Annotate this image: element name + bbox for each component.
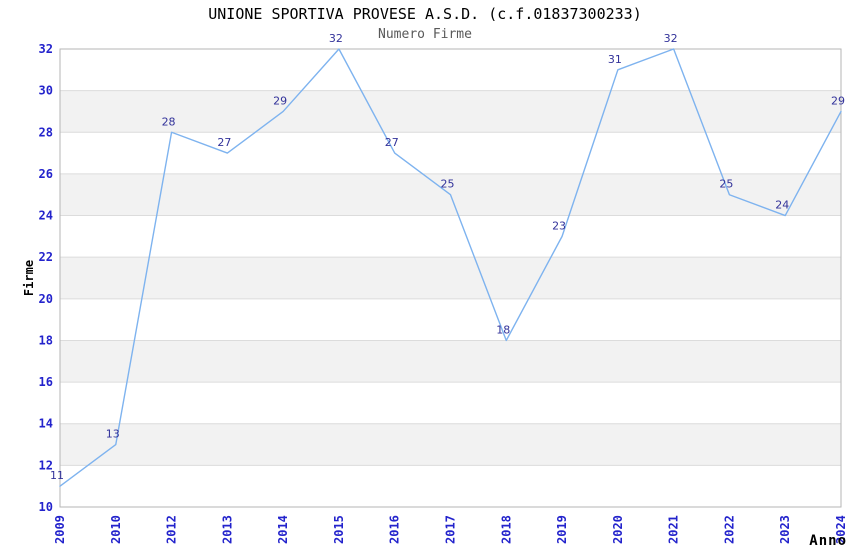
y-axis-title: Firme xyxy=(22,260,36,296)
point-label: 24 xyxy=(775,199,789,212)
y-tick-label: 10 xyxy=(39,500,53,514)
x-tick-label: 2022 xyxy=(722,515,736,544)
x-tick-label: 2023 xyxy=(778,515,792,544)
point-label: 11 xyxy=(50,469,64,482)
x-tick-label: 2014 xyxy=(276,515,290,544)
y-tick-label: 22 xyxy=(39,250,53,264)
point-label: 25 xyxy=(719,178,733,191)
point-label: 23 xyxy=(552,219,566,232)
point-label: 18 xyxy=(496,323,510,336)
y-tick-label: 12 xyxy=(39,458,53,472)
x-tick-label: 2024 xyxy=(834,515,848,544)
point-label: 29 xyxy=(831,94,845,107)
y-tick-label: 16 xyxy=(39,375,53,389)
x-tick-label: 2016 xyxy=(388,515,402,544)
point-label: 13 xyxy=(106,428,120,441)
chart-subtitle: Numero Firme xyxy=(378,27,472,42)
point-label: 32 xyxy=(664,32,678,45)
plot-band xyxy=(60,90,841,133)
point-label: 25 xyxy=(441,178,455,191)
plot-band xyxy=(60,257,841,299)
point-label: 32 xyxy=(329,32,343,45)
x-tick-label: 2012 xyxy=(165,515,179,544)
x-tick-label: 2009 xyxy=(53,515,67,544)
x-tick-label: 2020 xyxy=(611,515,625,544)
point-label: 31 xyxy=(608,53,622,66)
chart-title: UNIONE SPORTIVA PROVESE A.S.D. (c.f.0183… xyxy=(208,5,642,23)
y-tick-label: 18 xyxy=(39,333,53,347)
y-tick-label: 26 xyxy=(39,167,53,181)
plot-border xyxy=(59,48,842,508)
point-label: 29 xyxy=(273,94,287,107)
x-tick-label: 2010 xyxy=(109,515,123,544)
plot-band xyxy=(60,340,841,383)
point-label: 27 xyxy=(217,136,231,149)
x-tick-label: 2021 xyxy=(667,515,681,544)
plot-band xyxy=(60,423,841,466)
point-label: 27 xyxy=(385,136,399,149)
y-tick-label: 20 xyxy=(39,292,53,306)
y-tick-label: 30 xyxy=(39,84,53,98)
x-tick-label: 2017 xyxy=(444,515,458,544)
x-tick-label: 2018 xyxy=(499,515,513,544)
point-label: 28 xyxy=(162,115,176,128)
y-tick-label: 14 xyxy=(39,417,53,431)
data-line xyxy=(59,48,842,487)
x-tick-label: 2013 xyxy=(220,515,234,544)
x-tick-label: 2019 xyxy=(555,515,569,544)
x-tick-label: 2015 xyxy=(332,515,346,544)
y-tick-label: 32 xyxy=(39,42,53,56)
x-axis-title: Anno xyxy=(809,533,847,549)
y-tick-label: 24 xyxy=(39,209,53,223)
y-tick-label: 28 xyxy=(39,125,53,139)
